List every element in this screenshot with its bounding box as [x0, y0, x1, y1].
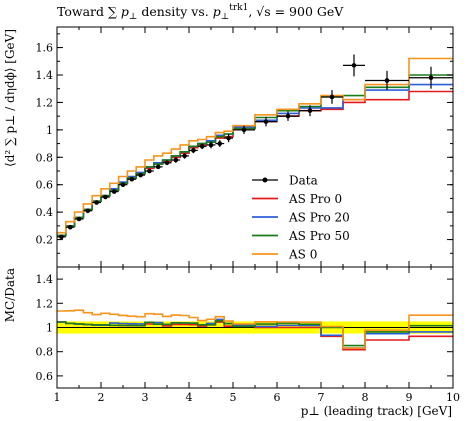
y-axis-label: ⟨d² ∑ p⊥ / dηdϕ⟩ [GeV]	[3, 29, 17, 167]
ratio-y-tick-label: 1.4	[36, 273, 54, 286]
ratio-y-tick-label: 0.6	[36, 370, 54, 383]
main-series	[57, 57, 453, 237]
legend-label-as-pro-20: AS Pro 20	[288, 211, 350, 225]
series-line-as-pro-20	[57, 83, 453, 237]
x-ticks: 1 2 3 4 5 6 7 8 9 10	[54, 27, 460, 404]
ratio-y-tick-label: 0.8	[36, 346, 54, 359]
data-point	[226, 135, 231, 141]
data-point	[129, 176, 135, 182]
data-point	[217, 141, 223, 146]
ratio-y-tick-label: 1.2	[36, 297, 54, 310]
ratio-line-as-pro-50	[57, 320, 453, 347]
x-tick-label: 10	[446, 391, 460, 404]
data-point	[103, 194, 108, 200]
main-frame	[56, 26, 454, 268]
y-tick-label: 0.4	[36, 206, 54, 219]
legend-label-as-pro-50: AS Pro 50	[288, 229, 350, 243]
y-tick-label: 1.4	[36, 69, 54, 82]
ratio-y-axis-label: MC/Data	[3, 268, 17, 322]
x-tick-label: 4	[186, 391, 193, 404]
data-point	[208, 142, 214, 148]
data-point	[138, 172, 143, 178]
x-axis-label: p⊥ (leading track) [GeV]	[301, 404, 452, 418]
y-tick-label: 0.2	[36, 234, 54, 247]
data-point	[428, 75, 434, 81]
data-point	[191, 148, 196, 153]
data-point	[85, 208, 91, 214]
x-tick-label: 3	[142, 391, 149, 404]
data-point	[351, 63, 357, 68]
data-point	[329, 94, 335, 100]
legend: Data AS Pro 0 AS Pro 20 AS Pro 50 AS 0	[252, 174, 350, 262]
x-tick-label: 6	[274, 391, 281, 404]
data-point	[182, 153, 187, 159]
y-tick-label: 1	[46, 124, 53, 137]
main-y-ticks: 0.2 0.4 0.6 0.8 1 1.2 1.4 1.6	[36, 33, 453, 254]
x-tick-label: 9	[406, 391, 413, 404]
data-point	[199, 144, 205, 149]
x-tick-label: 5	[230, 391, 237, 404]
legend-marker-data-point	[262, 177, 268, 183]
legend-label-as-pro-0: AS Pro 0	[288, 192, 342, 206]
x-tick-label: 1	[54, 391, 61, 404]
y-tick-label: 1.6	[36, 42, 54, 55]
data-point	[384, 78, 390, 83]
main-data-points	[57, 54, 453, 240]
main-panel: 0.2 0.4 0.6 0.8 1 1.2 1.4 1.6	[36, 26, 454, 268]
data-point	[76, 216, 82, 222]
x-tick-label: 7	[318, 391, 325, 404]
y-tick-label: 0.6	[36, 179, 54, 192]
x-tick-label: 2	[98, 391, 105, 404]
data-point	[94, 200, 99, 205]
data-point	[173, 157, 179, 163]
data-point	[307, 108, 313, 113]
chart-title: Toward ∑ p⊥ density vs. p⊥trk1, √s = 900…	[57, 3, 344, 22]
ratio-line-as-0	[57, 309, 453, 349]
legend-label-data: Data	[289, 174, 318, 188]
ratio-y-ticks: 0.6 0.8 1 1.2 1.4	[36, 273, 453, 383]
data-point	[120, 182, 126, 188]
ratio-series	[57, 309, 453, 351]
data-point	[155, 164, 161, 170]
data-point	[241, 127, 247, 133]
ratio-panel: 0.6 0.8 1 1.2 1.4 1 2 3 4 5 6 7 8 9 10	[36, 27, 460, 404]
data-point	[111, 189, 117, 194]
series-line-as-pro-0	[57, 90, 453, 237]
y-tick-label: 0.8	[36, 151, 54, 164]
ratio-y-tick-label: 1	[46, 322, 53, 335]
data-point	[67, 224, 73, 230]
x-tick-label: 8	[362, 391, 369, 404]
y-tick-label: 1.2	[36, 96, 54, 109]
series-line-as-0	[57, 57, 453, 234]
data-point	[59, 234, 64, 240]
data-point	[164, 160, 170, 166]
data-point	[285, 113, 291, 119]
data-point	[263, 119, 269, 124]
legend-label-as-0: AS 0	[288, 248, 317, 262]
data-point	[147, 168, 152, 174]
